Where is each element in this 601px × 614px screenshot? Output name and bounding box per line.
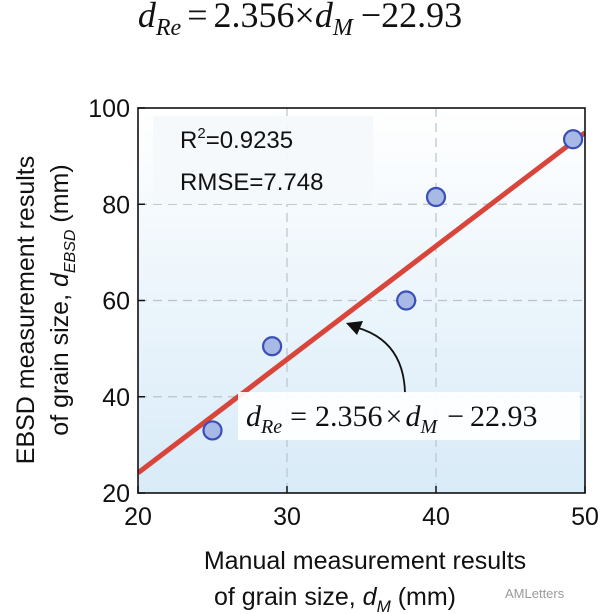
y-tick-label: 60: [102, 288, 130, 316]
data-point: [202, 420, 223, 441]
fit-line: [138, 130, 585, 475]
data-point: [262, 336, 283, 357]
y-tick-label: 40: [102, 384, 130, 412]
rmse-label: RMSE=7.748: [180, 169, 323, 196]
x-tick-label: 20: [124, 503, 152, 531]
y-axis-label-line2: of grain size, dEBSD (mm): [46, 164, 79, 435]
y-tick-label: 100: [88, 95, 130, 123]
x-tick-label: 30: [273, 503, 301, 531]
y-tick-label: 80: [102, 191, 130, 219]
stats-box: [153, 116, 373, 204]
data-point: [425, 186, 447, 208]
y-tick-label: 20: [102, 480, 130, 508]
r-squared-label: R2=0.9235: [180, 125, 293, 154]
annotation-arrowhead: [346, 321, 363, 335]
data-point: [396, 290, 417, 311]
x-tick-label: 50: [571, 503, 599, 531]
x-tick-label: 40: [422, 503, 450, 531]
equation-label-bg: [238, 392, 580, 440]
x-axis-label-line2: of grain size, dM (mm): [214, 583, 456, 614]
x-axis-label-line1: Manual measurement results: [204, 547, 526, 575]
y-axis-label-line1: EBSD measurement results: [12, 156, 40, 464]
inline-equation: dRe = 2.356 × dM −22.93: [246, 400, 538, 438]
data-point: [562, 129, 584, 150]
annotation-arrow: [354, 326, 406, 394]
watermark-text: AMLetters: [505, 586, 565, 601]
header-equation: dRe = 2.356×dM −22.93: [138, 0, 462, 41]
